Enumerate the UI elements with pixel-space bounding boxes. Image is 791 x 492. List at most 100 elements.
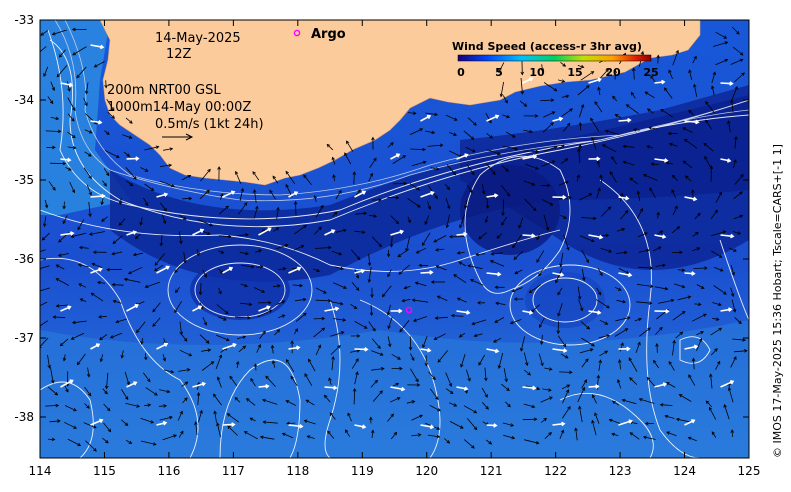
current-vector [103, 403, 111, 412]
wind-arrow [618, 346, 631, 352]
current-vector [430, 167, 440, 171]
current-vector [84, 403, 90, 409]
current-vector [76, 66, 87, 79]
scale-arrow [162, 133, 194, 141]
current-vector [656, 54, 660, 64]
current-vector [77, 219, 85, 231]
current-vector [65, 167, 72, 171]
current-vector [616, 379, 622, 389]
current-vector [646, 145, 654, 149]
current-vector [285, 170, 296, 185]
current-vector [505, 131, 516, 138]
current-vector [174, 301, 182, 314]
current-vector [684, 175, 692, 182]
current-vector [501, 199, 505, 217]
current-vector [368, 172, 373, 182]
current-vector [126, 180, 134, 187]
current-vector [409, 128, 424, 135]
current-vector [304, 373, 313, 387]
current-vector [354, 211, 368, 216]
current-vector [90, 292, 104, 302]
current-vector [52, 315, 66, 319]
current-vector [351, 358, 359, 369]
wind-arrow [258, 305, 271, 312]
current-vector [369, 157, 377, 169]
current-vector [217, 166, 221, 181]
current-vector [392, 155, 407, 164]
current-vector [154, 253, 166, 266]
current-vector [710, 85, 715, 96]
wind-arrow [126, 156, 140, 161]
current-vector [732, 231, 742, 235]
current-vector [122, 134, 133, 139]
current-vector [174, 266, 180, 274]
current-vector [328, 377, 332, 385]
current-vector [691, 313, 707, 322]
x-tick-label: 117 [222, 464, 245, 478]
current-vector [612, 95, 618, 102]
wind-speed-legend: Wind Speed (access-r 3hr avg) 0 5 10 15 20 25 [452, 40, 659, 79]
legend-tick-label: 0 [457, 66, 465, 79]
current-vector [331, 250, 343, 256]
wind-arrow [654, 382, 668, 388]
x-tick-label: 119 [351, 464, 374, 478]
wind-arrow [126, 230, 138, 236]
current-vector [44, 199, 49, 209]
current-vector [313, 194, 317, 202]
current-vector [730, 429, 735, 437]
current-vector [352, 171, 357, 185]
current-vector [294, 245, 305, 251]
current-vector [335, 190, 342, 200]
time-label: 12Z [166, 47, 192, 62]
current-vector [557, 303, 563, 317]
current-vector [733, 191, 743, 200]
current-vector [386, 249, 391, 258]
current-vector [213, 393, 222, 406]
current-vector [449, 421, 464, 429]
current-vector [638, 248, 650, 253]
wind-arrow [552, 421, 566, 427]
current-vector [45, 403, 60, 408]
current-vector [713, 266, 724, 272]
wind-arrow [390, 153, 401, 160]
current-vector [178, 368, 191, 372]
current-vector [576, 174, 580, 182]
current-vector [335, 228, 347, 233]
current-vector [731, 86, 738, 100]
current-vector [313, 327, 326, 338]
current-vector [67, 113, 75, 122]
current-vector [629, 432, 640, 440]
current-vector [660, 108, 673, 118]
current-vector [67, 131, 76, 139]
current-vector [711, 431, 717, 438]
wind-arrow [60, 305, 72, 312]
wind-arrow [684, 196, 698, 202]
wind-arrow [522, 233, 536, 238]
current-vector [503, 434, 516, 440]
current-vector [444, 438, 451, 444]
current-vector [682, 127, 693, 134]
current-vector [345, 429, 351, 437]
current-vector [50, 161, 67, 166]
current-vector [159, 415, 173, 421]
current-vector [536, 234, 540, 241]
current-vector [632, 128, 640, 132]
current-vector [456, 297, 467, 303]
current-vector [240, 302, 253, 307]
current-vector [518, 217, 524, 229]
current-vector [83, 97, 88, 107]
current-vector [520, 336, 525, 352]
wind-arrow [288, 345, 301, 350]
current-vector [270, 344, 275, 354]
current-vector [295, 312, 307, 323]
current-vector [412, 316, 427, 322]
current-vector [668, 360, 675, 371]
current-vector [501, 216, 508, 226]
current-vector [43, 66, 49, 77]
current-vector [429, 388, 439, 400]
current-vector [219, 193, 224, 200]
current-vector [563, 234, 570, 251]
current-vector [332, 318, 347, 322]
current-vector [391, 366, 403, 371]
y-tick-label: -35 [14, 173, 34, 187]
